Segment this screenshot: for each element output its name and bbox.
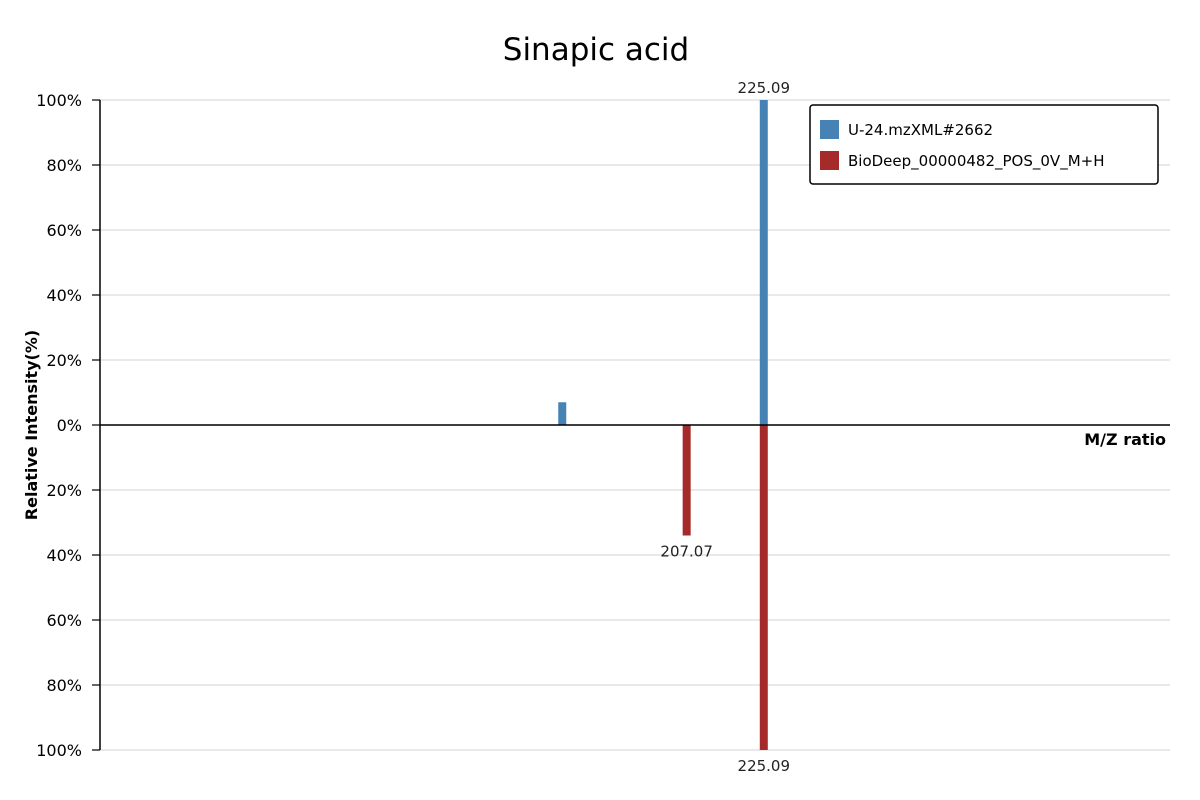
y-axis-title: Relative Intensity(%) — [22, 330, 41, 520]
y-tick-label: 20% — [46, 481, 82, 500]
peak-bar — [682, 425, 691, 536]
legend: U-24.mzXML#2662 BioDeep_00000482_POS_0V_… — [809, 104, 1159, 185]
legend-label-series-1: U-24.mzXML#2662 — [848, 121, 993, 139]
peak-bar — [558, 402, 567, 425]
y-tick-label: 80% — [46, 676, 82, 695]
peak-bars — [558, 100, 768, 750]
peak-label: 225.09 — [738, 79, 791, 97]
y-tick-label: 60% — [46, 221, 82, 240]
legend-swatch-series-2 — [820, 151, 839, 170]
y-tick-label: 40% — [46, 546, 82, 565]
legend-box — [809, 104, 1159, 185]
y-tick-label: 20% — [46, 351, 82, 370]
chart-title: Sinapic acid — [503, 32, 689, 68]
peak-label: 225.09 — [738, 757, 791, 775]
legend-label-series-2: BioDeep_00000482_POS_0V_M+H — [848, 152, 1104, 171]
y-tick-label: 0% — [57, 416, 82, 435]
y-tick-label: 100% — [36, 91, 82, 110]
y-tick-label: 40% — [46, 286, 82, 305]
peak-bar — [759, 100, 768, 425]
axes — [99, 100, 1170, 750]
y-tick-label: 80% — [46, 156, 82, 175]
y-axis-ticks: 100% 80% 60% 40% 20% 0% 20% 40% 60% 80% 100% — [36, 91, 100, 760]
x-axis-title: M/Z ratio — [1084, 430, 1166, 449]
peak-label: 207.07 — [660, 543, 713, 561]
y-tick-label: 100% — [36, 741, 82, 760]
peak-bar — [759, 425, 768, 750]
legend-swatch-series-1 — [820, 120, 839, 139]
y-tick-label: 60% — [46, 611, 82, 630]
peak-labels: 225.09 207.07 225.09 — [660, 79, 790, 775]
